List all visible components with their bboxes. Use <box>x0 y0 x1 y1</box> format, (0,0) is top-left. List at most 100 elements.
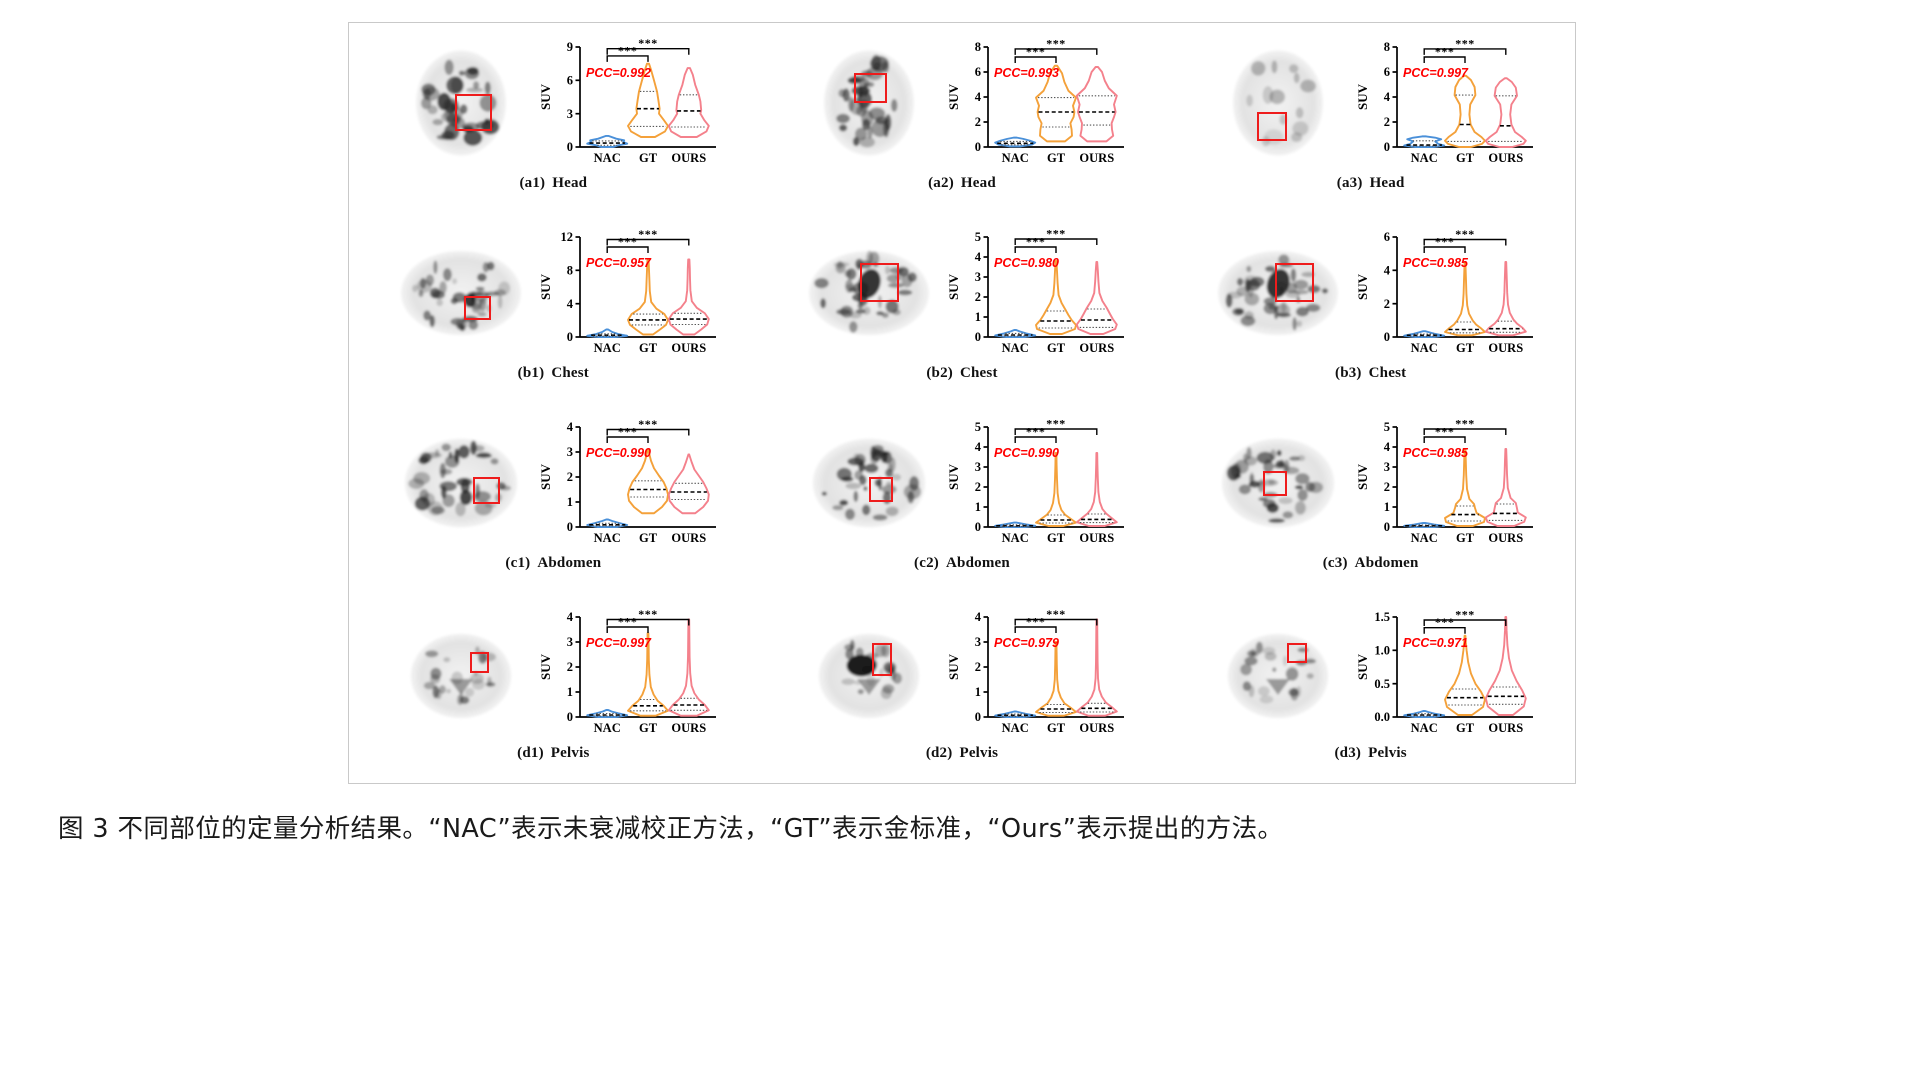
svg-text:PCC=0.990: PCC=0.990 <box>586 446 651 460</box>
panel-body: 0 1 2 3 4 5 SUV NAC GT OURS *** *** PCC=0.990 <box>758 403 1167 553</box>
panel-region: Pelvis <box>1368 745 1407 761</box>
svg-text:SUV: SUV <box>538 273 553 300</box>
panel-body: 0 2 4 6 8 SUV NAC GT OURS *** *** PCC=0.997 <box>1166 23 1575 173</box>
svg-text:3: 3 <box>567 107 573 121</box>
panel-index: (d3) <box>1334 745 1362 761</box>
panel-region: Pelvis <box>550 745 590 761</box>
svg-text:NAC: NAC <box>1411 151 1438 165</box>
svg-text:PCC=0.993: PCC=0.993 <box>994 66 1059 80</box>
svg-text:NAC: NAC <box>1002 531 1029 545</box>
panel-a2: 0 2 4 6 8 SUV NAC GT OURS *** *** PCC=0.993 (a2) Head <box>758 23 1167 213</box>
panel-body: 0 2 4 6 SUV NAC GT OURS *** *** PCC=0.985 <box>1166 213 1575 363</box>
panel-region: Pelvis <box>959 745 999 761</box>
svg-text:***: *** <box>618 43 638 57</box>
svg-text:4: 4 <box>975 250 982 264</box>
panel-body: 0 2 4 6 8 SUV NAC GT OURS *** *** PCC=0.993 <box>758 23 1167 173</box>
svg-text:5: 5 <box>1384 420 1390 434</box>
svg-text:0: 0 <box>567 330 573 344</box>
violin-plot-b1: 0 4 8 12 SUV NAC GT OURS *** *** PCC=0.957 <box>536 219 721 369</box>
svg-text:9: 9 <box>567 40 573 54</box>
svg-text:4: 4 <box>567 610 574 624</box>
svg-text:4: 4 <box>975 440 982 454</box>
violin-plot-a2: 0 2 4 6 8 SUV NAC GT OURS *** *** PCC=0.993 <box>944 29 1129 179</box>
panel-index: (d2) <box>925 745 953 761</box>
panel-body: 0 4 8 12 SUV NAC GT OURS *** *** PCC=0.957 <box>349 213 758 363</box>
svg-text:***: *** <box>618 615 638 629</box>
svg-text:3: 3 <box>975 460 981 474</box>
svg-text:NAC: NAC <box>1002 721 1029 735</box>
svg-text:1: 1 <box>975 685 981 699</box>
svg-text:1: 1 <box>567 495 573 509</box>
panel-region: Abdomen <box>1354 555 1419 571</box>
panel-body: 0 3 6 9 SUV NAC GT OURS *** *** PCC=0.992 <box>349 23 758 173</box>
svg-text:OURS: OURS <box>1489 531 1524 545</box>
svg-text:GT: GT <box>639 341 658 355</box>
svg-text:PCC=0.957: PCC=0.957 <box>586 256 652 270</box>
svg-text:5: 5 <box>975 420 981 434</box>
svg-text:GT: GT <box>1047 531 1066 545</box>
svg-text:PCC=0.985: PCC=0.985 <box>1403 446 1469 460</box>
svg-text:0: 0 <box>975 520 981 534</box>
svg-text:NAC: NAC <box>593 151 620 165</box>
svg-text:1.5: 1.5 <box>1375 610 1391 624</box>
svg-text:2: 2 <box>1384 115 1390 129</box>
svg-text:5: 5 <box>975 230 981 244</box>
panel-region: Head <box>552 175 588 191</box>
svg-text:4: 4 <box>1384 90 1391 104</box>
pet-image-a3 <box>1203 29 1353 177</box>
svg-text:12: 12 <box>560 230 573 244</box>
svg-text:PCC=0.990: PCC=0.990 <box>994 446 1059 460</box>
svg-text:2: 2 <box>1384 297 1390 311</box>
svg-text:***: *** <box>638 607 658 621</box>
svg-text:SUV: SUV <box>1355 653 1370 680</box>
svg-text:GT: GT <box>639 531 658 545</box>
svg-text:6: 6 <box>975 65 981 79</box>
svg-text:***: *** <box>618 235 638 249</box>
svg-text:***: *** <box>1026 425 1046 439</box>
panel-label-d1: (d1) Pelvis <box>517 745 589 762</box>
svg-text:***: *** <box>1435 45 1455 59</box>
panel-index: (c2) <box>914 555 939 571</box>
svg-text:3: 3 <box>975 635 981 649</box>
svg-text:3: 3 <box>975 270 981 284</box>
svg-text:SUV: SUV <box>946 463 961 490</box>
pet-image-c3 <box>1203 409 1353 557</box>
panel-index: (a3) <box>1336 175 1363 191</box>
pet-image-a2 <box>794 29 944 177</box>
pet-image-c2 <box>794 409 944 557</box>
svg-text:2: 2 <box>975 290 981 304</box>
svg-text:6: 6 <box>1384 230 1390 244</box>
svg-text:NAC: NAC <box>1002 151 1029 165</box>
violin-plot-c3: 0 1 2 3 4 5 SUV NAC GT OURS *** *** PCC=0.985 <box>1353 409 1538 559</box>
svg-text:0: 0 <box>567 520 573 534</box>
svg-text:PCC=0.997: PCC=0.997 <box>586 636 652 650</box>
svg-text:NAC: NAC <box>593 531 620 545</box>
svg-text:SUV: SUV <box>538 653 553 680</box>
svg-text:6: 6 <box>1384 65 1390 79</box>
svg-text:SUV: SUV <box>1355 273 1370 300</box>
svg-text:8: 8 <box>567 264 573 278</box>
panel-label-b2: (b2) Chest <box>926 365 997 382</box>
svg-text:OURS: OURS <box>671 721 706 735</box>
panel-body: 0 1 2 3 4 SUV NAC GT OURS *** *** PCC=0.990 <box>349 403 758 553</box>
svg-text:3: 3 <box>567 635 573 649</box>
svg-text:0: 0 <box>1384 140 1390 154</box>
panel-label-b3: (b3) Chest <box>1335 365 1406 382</box>
svg-text:NAC: NAC <box>593 341 620 355</box>
svg-text:PCC=0.997: PCC=0.997 <box>1403 66 1469 80</box>
panel-region: Abdomen <box>946 555 1010 571</box>
svg-text:SUV: SUV <box>1355 463 1370 490</box>
svg-text:***: *** <box>618 425 638 439</box>
panel-region: Chest <box>959 365 998 381</box>
panel-index: (c3) <box>1322 555 1348 571</box>
svg-text:4: 4 <box>1384 264 1391 278</box>
svg-text:1: 1 <box>567 685 573 699</box>
svg-text:6: 6 <box>567 74 573 88</box>
panel-b3: 0 2 4 6 SUV NAC GT OURS *** *** PCC=0.985 (b3) Chest <box>1166 213 1575 403</box>
svg-text:***: *** <box>1026 235 1046 249</box>
svg-text:OURS: OURS <box>671 531 706 545</box>
svg-text:1: 1 <box>975 500 981 514</box>
svg-text:OURS: OURS <box>1489 341 1524 355</box>
svg-text:***: *** <box>1435 615 1455 629</box>
svg-text:OURS: OURS <box>1489 721 1524 735</box>
